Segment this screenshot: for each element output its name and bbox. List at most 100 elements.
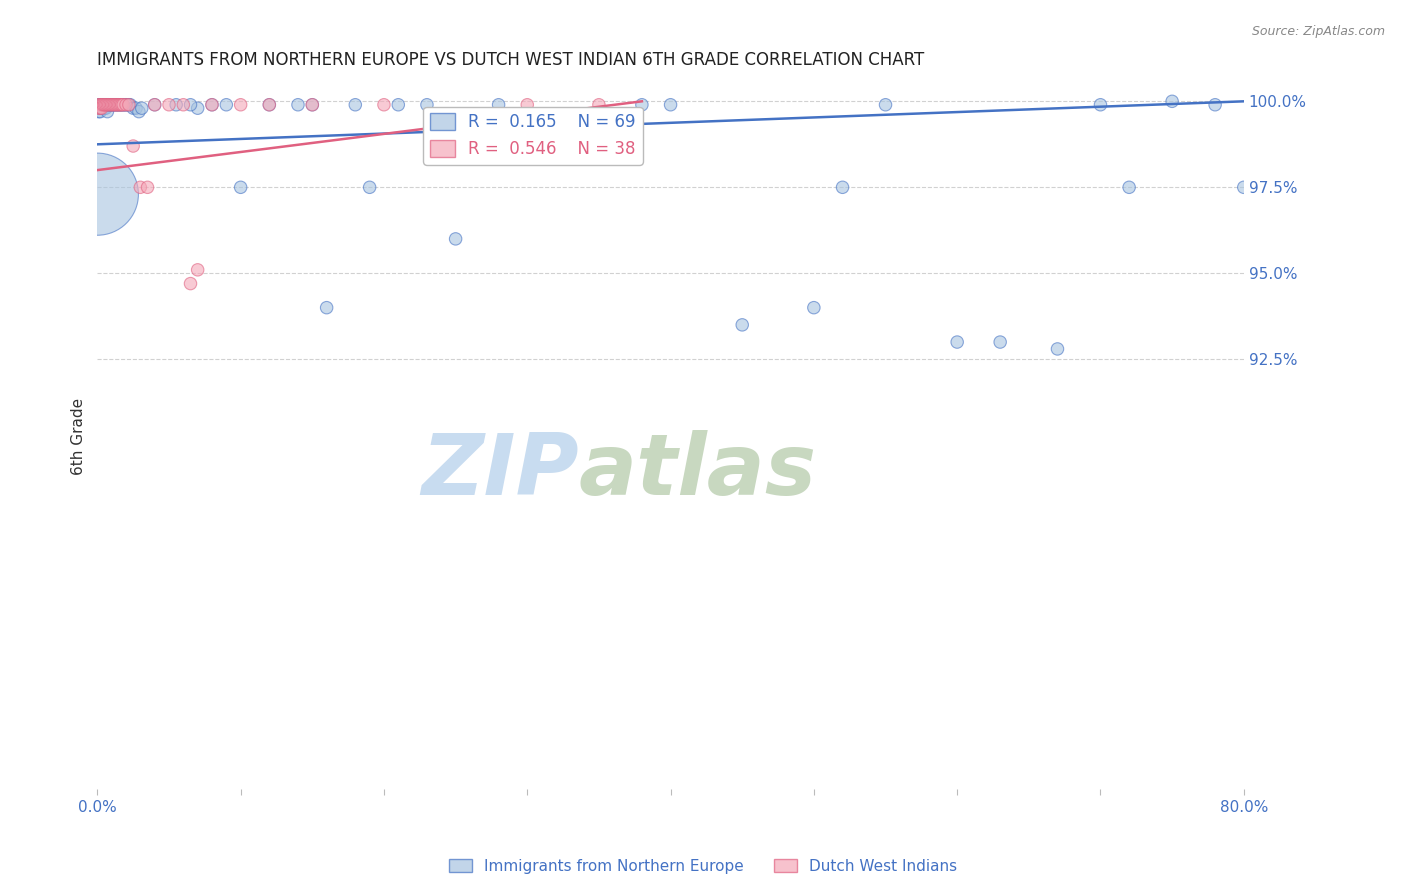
Text: atlas: atlas: [579, 430, 817, 514]
Point: [115, 97, 138, 112]
Point: [201, 97, 224, 112]
Point: [1118, 180, 1140, 194]
Point: [93, 97, 115, 112]
Point: [89, 104, 111, 119]
Point: [1090, 97, 1112, 112]
Point: [136, 180, 159, 194]
Text: ZIP: ZIP: [422, 430, 579, 514]
Point: [115, 97, 138, 112]
Point: [100, 97, 122, 112]
Point: [373, 97, 395, 112]
Point: [359, 180, 381, 194]
Point: [215, 97, 238, 112]
Point: [1233, 180, 1256, 194]
Point: [187, 263, 209, 277]
Point: [112, 97, 135, 112]
Point: [122, 139, 145, 153]
Point: [1046, 342, 1069, 356]
Point: [387, 97, 409, 112]
Point: [287, 97, 309, 112]
Point: [87, 104, 110, 119]
Point: [111, 97, 134, 112]
Point: [875, 97, 897, 112]
Point: [91, 101, 114, 115]
Point: [165, 97, 187, 112]
Point: [1204, 97, 1226, 112]
Point: [89, 97, 111, 112]
Point: [96, 104, 118, 119]
Point: [91, 97, 114, 112]
Point: [143, 97, 166, 112]
Point: [93, 101, 115, 115]
Point: [588, 97, 610, 112]
Point: [516, 145, 538, 160]
Text: IMMIGRANTS FROM NORTHERN EUROPE VS DUTCH WEST INDIAN 6TH GRADE CORRELATION CHART: IMMIGRANTS FROM NORTHERN EUROPE VS DUTCH…: [97, 51, 925, 69]
Point: [444, 232, 467, 246]
Point: [87, 101, 110, 115]
Point: [108, 97, 131, 112]
Point: [107, 97, 129, 112]
Point: [631, 97, 654, 112]
Point: [90, 101, 112, 115]
Point: [110, 97, 132, 112]
Point: [803, 301, 825, 315]
Point: [86, 187, 108, 202]
Point: [98, 97, 121, 112]
Point: [946, 334, 969, 349]
Point: [172, 97, 194, 112]
Point: [97, 97, 120, 112]
Point: [128, 104, 150, 119]
Point: [94, 101, 117, 115]
Point: [259, 97, 281, 112]
Point: [179, 277, 201, 291]
Point: [94, 97, 117, 112]
Point: [103, 97, 125, 112]
Point: [344, 97, 367, 112]
Point: [118, 97, 141, 112]
Point: [89, 97, 111, 112]
Point: [91, 97, 114, 112]
Point: [157, 97, 180, 112]
Point: [98, 97, 121, 112]
Point: [97, 97, 120, 112]
Legend: R =  0.165    N = 69, R =  0.546    N = 38: R = 0.165 N = 69, R = 0.546 N = 38: [423, 106, 643, 164]
Point: [104, 97, 127, 112]
Point: [831, 180, 853, 194]
Point: [201, 97, 224, 112]
Point: [118, 97, 141, 112]
Point: [110, 97, 132, 112]
Point: [89, 101, 111, 115]
Legend: Immigrants from Northern Europe, Dutch West Indians: Immigrants from Northern Europe, Dutch W…: [443, 853, 963, 880]
Point: [89, 101, 111, 115]
Point: [96, 97, 118, 112]
Point: [90, 97, 112, 112]
Point: [94, 97, 117, 112]
Point: [112, 97, 135, 112]
Point: [120, 97, 142, 112]
Point: [179, 97, 201, 112]
Point: [122, 101, 145, 115]
Point: [229, 97, 252, 112]
Point: [87, 101, 110, 115]
Point: [1161, 95, 1184, 109]
Point: [117, 97, 139, 112]
Point: [90, 101, 112, 115]
Point: [301, 97, 323, 112]
Point: [96, 97, 118, 112]
Point: [87, 97, 110, 112]
Point: [104, 97, 127, 112]
Point: [229, 180, 252, 194]
Text: Source: ZipAtlas.com: Source: ZipAtlas.com: [1251, 25, 1385, 38]
Point: [90, 97, 112, 112]
Point: [315, 301, 337, 315]
Point: [416, 97, 439, 112]
Point: [131, 101, 153, 115]
Point: [988, 334, 1011, 349]
Y-axis label: 6th Grade: 6th Grade: [72, 398, 86, 475]
Point: [129, 180, 152, 194]
Point: [143, 97, 166, 112]
Point: [101, 97, 124, 112]
Point: [301, 97, 323, 112]
Point: [731, 318, 754, 332]
Point: [87, 97, 110, 112]
